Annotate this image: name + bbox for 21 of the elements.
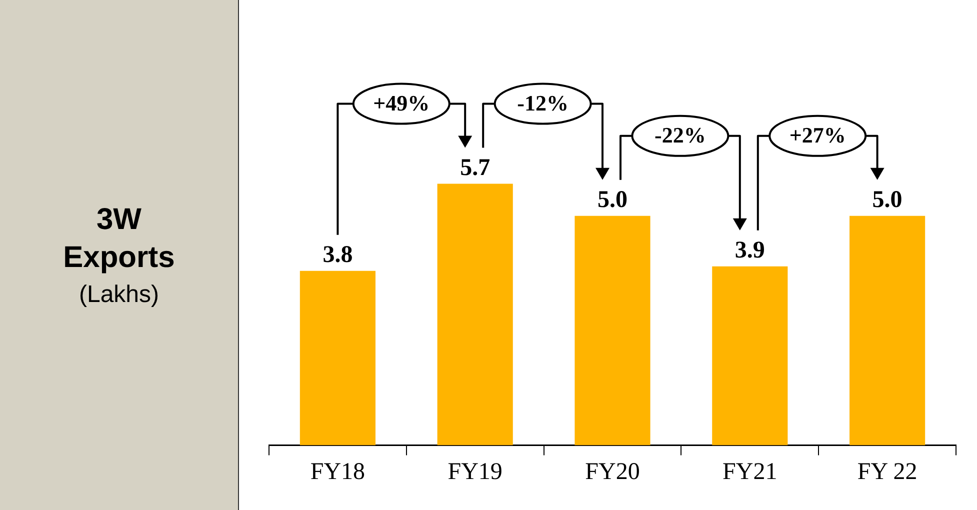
bar [300,270,376,446]
bar [850,216,926,446]
data-label: 5.0 [598,187,628,214]
text: -12% [517,90,568,116]
data-label: 5.0 [872,187,902,214]
text: -22% [654,122,706,148]
bar [574,216,650,446]
data-label: 3.8 [322,242,353,268]
text: 3W Exports [62,202,176,276]
bar [712,266,788,446]
bar [437,184,513,446]
x-tick-label: FY18 [310,458,366,485]
x-tick-label: FY20 [585,458,640,485]
text: +27% [789,122,846,148]
x-tick-label: FY19 [448,458,502,485]
x-tick-label: FY 22 [857,458,918,485]
x-tick-label: FY21 [722,458,778,485]
text: +49% [373,90,430,116]
data-label: 5.7 [460,154,490,181]
data-label: 3.9 [734,238,765,264]
text: (Lakhs) [78,281,160,309]
